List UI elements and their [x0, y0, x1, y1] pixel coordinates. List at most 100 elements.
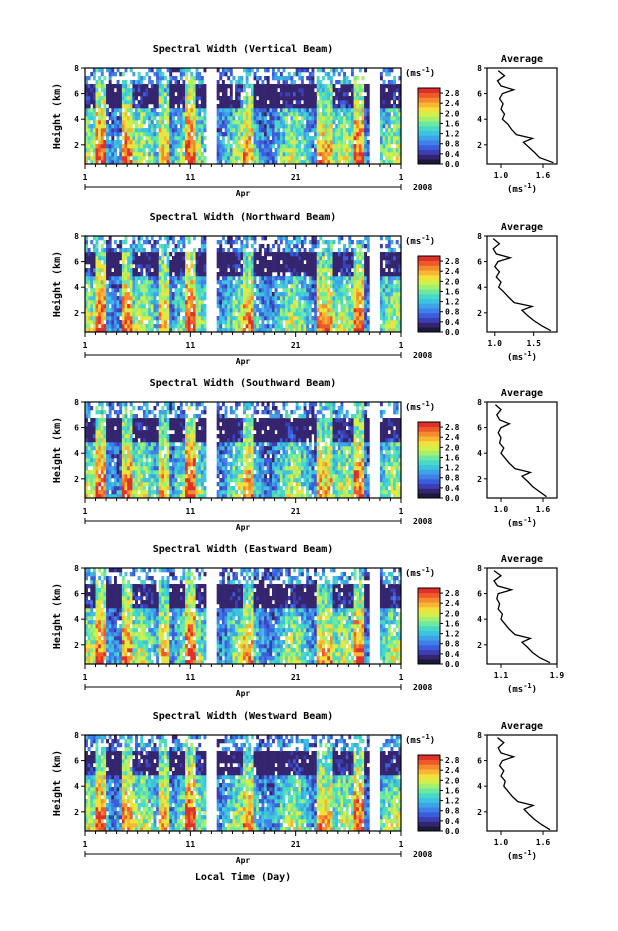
heatmap-cell [153, 264, 157, 269]
heatmap-cell [390, 68, 394, 73]
heatmap-cell [277, 144, 281, 149]
heatmap-cell [224, 120, 228, 125]
heatmap-cell [140, 260, 144, 265]
heatmap-cell [356, 328, 360, 333]
heatmap-cell [295, 108, 299, 113]
heatmap-cell [235, 292, 239, 297]
heatmap-cell [250, 288, 254, 293]
heatmap-cell [100, 470, 104, 475]
heatmap-cell [329, 140, 333, 145]
heatmap-cell [127, 128, 131, 133]
year-label: 2008 [413, 183, 432, 192]
heatmap-cell [316, 268, 320, 273]
heatmap-cell [358, 148, 362, 153]
heatmap-cell [142, 92, 146, 97]
heatmap-cell [327, 316, 331, 321]
heatmap-cell [345, 108, 349, 113]
heatmap-cell [224, 128, 228, 133]
heatmap-cell [279, 328, 283, 333]
heatmap-cell [348, 316, 352, 321]
heatmap-cell [303, 320, 307, 325]
heatmap-cell [322, 296, 325, 301]
heatmap-cell [324, 160, 328, 165]
heatmap-cell [343, 244, 346, 249]
heatmap-cell [261, 300, 265, 305]
heatmap-cell [106, 140, 109, 145]
heatmap-cell [274, 156, 278, 161]
heatmap-cell [187, 128, 191, 133]
heatmap-cell [111, 132, 115, 137]
heatmap-cell [364, 132, 368, 137]
heatmap-cell [192, 124, 196, 129]
heatmap-cell [85, 438, 88, 443]
heatmap-cell [150, 96, 154, 101]
heatmap-cell [108, 104, 112, 109]
heatmap-cell [166, 304, 170, 309]
heatmap-cell [285, 132, 289, 137]
heatmap-cell [393, 312, 397, 317]
heatmap-cell [293, 308, 296, 313]
heatmap-cell [87, 252, 91, 257]
heatmap-cell [106, 304, 109, 309]
heatmap-cell [198, 128, 202, 133]
heatmap-cell [135, 132, 138, 137]
heatmap-cell [124, 128, 128, 133]
unit-superscript: -1 [523, 182, 531, 190]
heatmap-cell [103, 124, 107, 129]
heatmap-cell [158, 96, 162, 101]
heatmap-cell [103, 296, 107, 301]
heatmap-cell [237, 264, 241, 269]
heatmap-cell [245, 144, 249, 149]
heatmap-cell [198, 112, 202, 117]
heatmap-cell [195, 276, 199, 281]
heatmap-cell [240, 244, 244, 249]
heatmap-cell [121, 96, 125, 101]
heatmap-cell [179, 160, 183, 165]
heatmap-cell [382, 304, 386, 309]
heatmap-cell [248, 68, 252, 73]
heatmap-cell [92, 272, 96, 277]
heatmap-cell [395, 272, 399, 277]
heatmap-cell [174, 312, 178, 317]
heatmap-cell [279, 300, 283, 305]
heatmap-cell [295, 144, 299, 149]
heatmap-cell [390, 104, 394, 109]
heatmap-cell [300, 80, 304, 85]
heatmap-cell [353, 152, 357, 157]
heatmap-cell [106, 308, 109, 313]
heatmap-cell [293, 160, 296, 165]
heatmap-cell [164, 276, 167, 281]
heatmap-cell [248, 284, 252, 289]
heatmap-cell [366, 296, 370, 301]
heatmap-cell [287, 240, 291, 245]
heatmap-cell [295, 128, 299, 133]
heatmap-cell [358, 252, 362, 257]
heatmap-cell [308, 252, 312, 257]
heatmap-cell [311, 152, 315, 157]
heatmap-cell [140, 80, 144, 85]
heatmap-cell [314, 284, 318, 289]
heatmap-cell [295, 124, 299, 129]
heatmap-cell [95, 280, 99, 285]
heatmap-cell [395, 324, 399, 329]
heatmap-cell [345, 80, 349, 85]
heatmap-cell [340, 280, 344, 285]
heatmap-cell [108, 152, 112, 157]
heatmap-cell [316, 328, 320, 333]
heatmap-cell [232, 292, 236, 297]
heatmap-cell [182, 316, 186, 321]
heatmap-cell [358, 108, 362, 113]
heatmap-cell [269, 296, 273, 301]
heatmap-cell [348, 320, 352, 325]
heatmap-cell [269, 280, 273, 285]
heatmap-cell [229, 244, 233, 249]
heatmap-cell [329, 296, 333, 301]
heatmap-cell [158, 316, 162, 321]
heatmap-cell [387, 292, 391, 297]
heatmap-cell [245, 256, 249, 261]
heatmap-cell [261, 276, 265, 281]
heatmap-cell [121, 128, 125, 133]
heatmap-cell [245, 296, 249, 301]
heatmap-cell [124, 108, 128, 113]
heatmap-cell [185, 268, 188, 273]
